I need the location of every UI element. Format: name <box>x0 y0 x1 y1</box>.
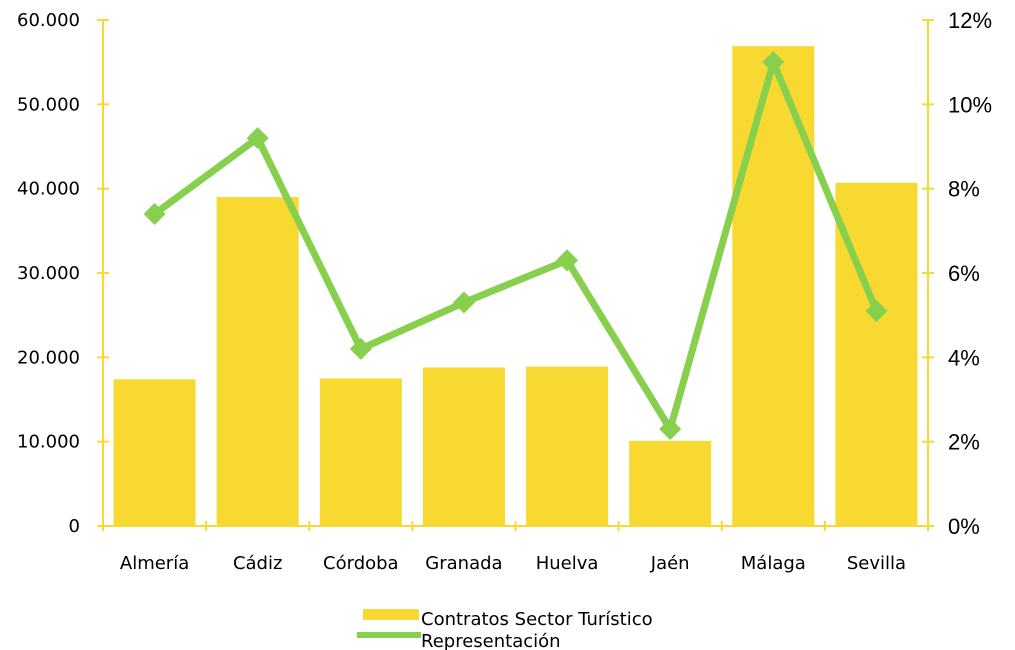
right-tick-label: 4% <box>948 345 980 370</box>
line-point-marker <box>246 127 269 150</box>
x-tick-label: Córdoba <box>323 553 399 574</box>
line-point-marker <box>659 418 682 441</box>
bar <box>422 367 505 526</box>
right-tick-label: 0% <box>948 514 980 539</box>
x-axis-labels: Almería Cádiz Córdoba Granada Huelva Jaén Mála… <box>120 553 906 574</box>
left-tick-label: 10.000 <box>17 432 80 453</box>
left-tick-label: 40.000 <box>17 179 80 200</box>
bar <box>113 379 196 526</box>
right-tick-label: 10% <box>948 92 992 117</box>
right-tick-label: 8% <box>948 177 980 202</box>
line-path <box>152 58 880 433</box>
left-tick-label: 0 <box>69 516 80 537</box>
bar <box>629 440 712 526</box>
left-tick-label: 50.000 <box>17 94 80 115</box>
right-tick-label: 2% <box>948 430 980 455</box>
line-point-marker <box>452 291 475 314</box>
x-tick-label: Granada <box>425 553 502 574</box>
line-point-marker <box>556 249 579 272</box>
line-series <box>143 51 888 441</box>
x-tick-label: Sevilla <box>847 553 906 574</box>
line-point-marker <box>865 299 888 322</box>
line-point-marker <box>143 202 166 225</box>
bar <box>216 197 299 526</box>
x-tick-label: Huelva <box>536 553 599 574</box>
legend-swatch-bars <box>363 609 419 620</box>
legend-label-bars: Contratos Sector Turístico <box>421 609 653 630</box>
bar <box>319 378 402 526</box>
left-tick-label: 60.000 <box>17 10 80 31</box>
right-tick-label: 12% <box>948 8 992 33</box>
line-point-marker <box>349 337 372 360</box>
bar <box>732 46 815 526</box>
legend-label-line: Representación <box>421 631 561 650</box>
bar <box>526 366 609 526</box>
x-tick-label: Málaga <box>741 553 806 574</box>
x-tick-label: Almería <box>120 553 189 574</box>
left-tick-label: 20.000 <box>17 347 80 368</box>
left-tick-label: 30.000 <box>17 263 80 284</box>
x-tick-label: Jaén <box>650 553 690 574</box>
bar-series <box>113 46 918 526</box>
right-tick-label: 6% <box>948 261 980 286</box>
x-tick-label: Cádiz <box>233 553 282 574</box>
line-point-marker <box>762 51 785 74</box>
